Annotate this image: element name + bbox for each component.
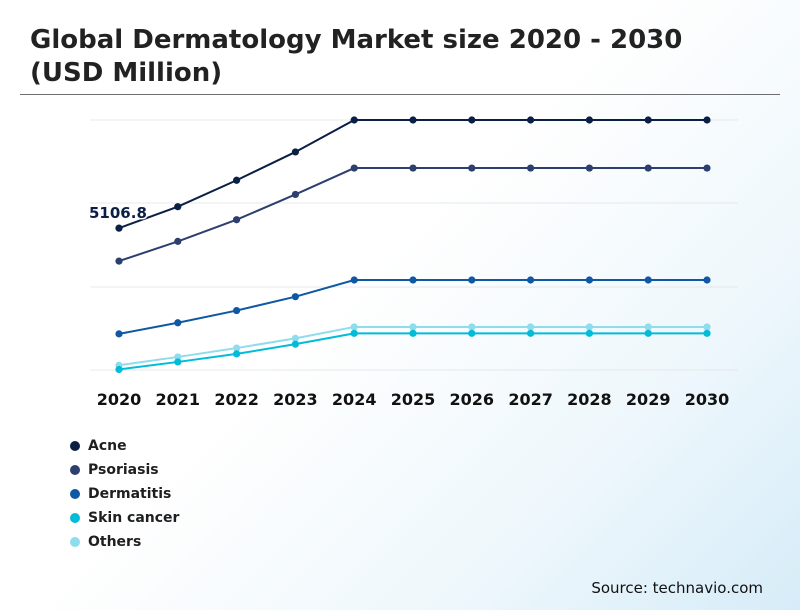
data-point-psoriasis xyxy=(644,164,652,172)
x-tick-label: 2026 xyxy=(450,390,495,409)
data-point-others xyxy=(468,323,476,331)
data-point-acne xyxy=(703,116,711,124)
data-point-acne xyxy=(527,116,535,124)
data-point-skin-cancer xyxy=(703,329,711,337)
data-point-skin-cancer xyxy=(468,329,476,337)
x-tick-label: 2020 xyxy=(97,390,142,409)
x-tick-label: 2022 xyxy=(214,390,259,409)
data-point-others xyxy=(350,323,358,331)
data-point-dermatitis xyxy=(291,293,299,301)
data-point-skin-cancer xyxy=(585,329,594,337)
x-tick-label: 2030 xyxy=(685,390,730,409)
data-point-psoriasis xyxy=(585,164,594,172)
data-point-skin-cancer xyxy=(174,358,182,366)
data-point-dermatitis xyxy=(233,306,241,315)
data-point-psoriasis xyxy=(468,164,476,172)
data-point-psoriasis xyxy=(115,257,123,265)
data-point-others xyxy=(174,353,182,361)
data-point-acne xyxy=(115,224,123,232)
data-point-others xyxy=(409,323,417,331)
data-point-acne xyxy=(233,176,241,184)
x-tick-label: 2021 xyxy=(156,390,201,409)
line-chart: 2020 2021 2022 2023 2024 2025 2026 2027 2028 2029… xyxy=(88,116,738,409)
data-point-psoriasis xyxy=(350,164,358,172)
data-point-dermatitis xyxy=(644,276,652,284)
legend-item: Psoriasis xyxy=(70,458,179,482)
data-point-others xyxy=(291,334,299,342)
data-point-acne xyxy=(468,116,476,124)
data-point-psoriasis xyxy=(703,164,711,172)
data-point-dermatitis xyxy=(174,319,182,327)
data-point-acne xyxy=(644,116,652,124)
data-point-psoriasis xyxy=(233,216,241,224)
legend-label: Psoriasis xyxy=(88,462,159,478)
legend-marker xyxy=(70,489,80,499)
data-point-acne xyxy=(174,203,182,211)
data-point-dermatitis xyxy=(468,276,476,284)
legend-item: Others xyxy=(70,530,179,554)
data-point-dermatitis xyxy=(115,330,123,338)
data-point-dermatitis xyxy=(409,276,417,284)
data-point-acne xyxy=(291,148,299,156)
data-point-skin-cancer xyxy=(527,329,535,337)
data-point-psoriasis xyxy=(527,164,535,172)
data-point-dermatitis xyxy=(703,276,711,284)
legend-label: Others xyxy=(88,534,142,550)
x-tick-label: 2028 xyxy=(567,390,612,409)
x-tick-label: 2027 xyxy=(508,390,553,409)
data-point-psoriasis xyxy=(291,190,299,199)
x-tick-label: 2025 xyxy=(391,390,436,409)
data-point-skin-cancer xyxy=(644,329,652,337)
data-point-acne xyxy=(409,116,417,124)
chart-title: Global Dermatology Market size 2020 - 20… xyxy=(30,25,683,88)
data-point-dermatitis xyxy=(350,276,358,284)
series-line-acne xyxy=(118,119,707,230)
title-divider xyxy=(20,94,780,95)
x-tick-label: 2029 xyxy=(626,390,671,409)
series-line-psoriasis xyxy=(118,167,707,263)
legend-label: Skin cancer xyxy=(88,510,180,526)
source-note: Source: technavio.com xyxy=(591,579,763,597)
data-point-dermatitis xyxy=(585,276,594,284)
legend-item: Dermatitis xyxy=(70,482,179,506)
legend-marker xyxy=(70,441,80,451)
data-point-others xyxy=(703,323,711,331)
data-point-others xyxy=(644,323,652,331)
data-label: 5106.8 xyxy=(89,204,147,222)
legend-marker xyxy=(70,513,80,523)
data-point-others xyxy=(585,323,594,331)
data-point-skin-cancer xyxy=(409,329,417,337)
data-point-psoriasis xyxy=(409,164,417,172)
legend-marker xyxy=(70,537,80,547)
data-point-skin-cancer xyxy=(291,340,299,348)
data-point-others xyxy=(527,323,535,331)
data-point-dermatitis xyxy=(527,276,535,284)
data-point-acne xyxy=(585,116,594,124)
data-point-acne xyxy=(350,116,358,124)
data-point-skin-cancer xyxy=(233,350,241,358)
data-point-skin-cancer xyxy=(115,365,123,374)
x-tick-label: 2024 xyxy=(332,390,377,409)
data-point-psoriasis xyxy=(174,237,182,245)
series-line-skin-cancer xyxy=(118,332,707,371)
x-tick-label: 2023 xyxy=(273,390,318,409)
legend-item: Acne xyxy=(70,434,179,458)
legend-item: Skin cancer xyxy=(70,506,179,530)
legend-marker xyxy=(70,465,80,475)
legend-label: Dermatitis xyxy=(88,486,172,502)
chart-legend: Acne Psoriasis Dermatitis Skin cancer Others xyxy=(70,434,179,554)
legend-label: Acne xyxy=(88,438,127,454)
data-point-others xyxy=(233,344,241,352)
data-point-skin-cancer xyxy=(350,329,358,337)
